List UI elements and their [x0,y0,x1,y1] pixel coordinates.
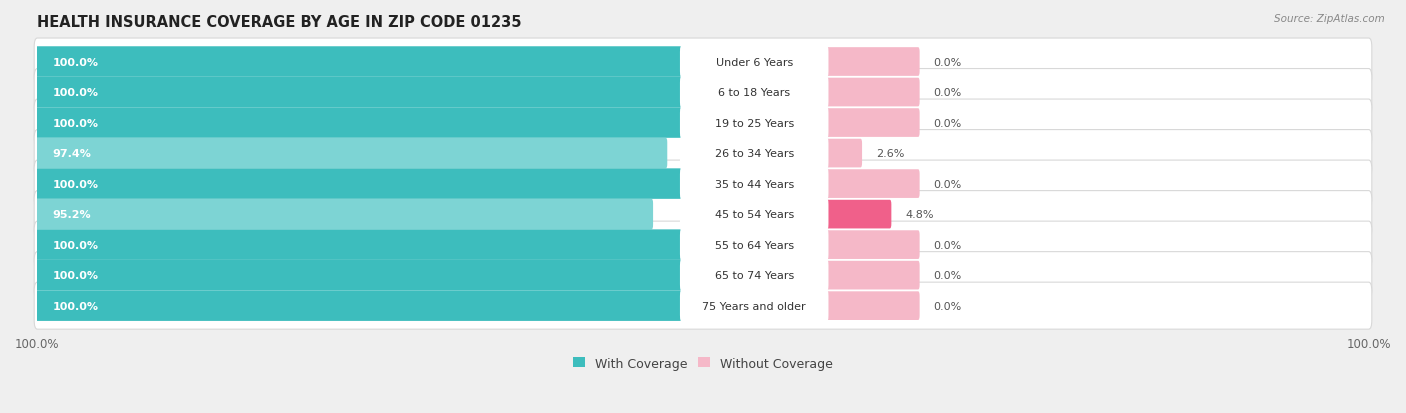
FancyBboxPatch shape [35,138,668,169]
FancyBboxPatch shape [824,292,920,320]
FancyBboxPatch shape [35,291,685,321]
Text: 100.0%: 100.0% [52,271,98,280]
FancyBboxPatch shape [34,39,1372,86]
FancyBboxPatch shape [681,167,828,202]
FancyBboxPatch shape [824,200,891,229]
Text: Source: ZipAtlas.com: Source: ZipAtlas.com [1274,14,1385,24]
Text: Under 6 Years: Under 6 Years [716,57,793,67]
FancyBboxPatch shape [34,130,1372,177]
Text: 100.0%: 100.0% [52,301,98,311]
Text: 95.2%: 95.2% [52,210,91,220]
Text: 97.4%: 97.4% [52,149,91,159]
FancyBboxPatch shape [34,222,1372,268]
FancyBboxPatch shape [35,78,685,108]
Text: 6 to 18 Years: 6 to 18 Years [718,88,790,98]
Text: 45 to 54 Years: 45 to 54 Years [714,210,794,220]
FancyBboxPatch shape [34,191,1372,238]
FancyBboxPatch shape [35,169,685,199]
FancyBboxPatch shape [681,289,828,323]
Text: 100.0%: 100.0% [52,88,98,98]
Text: 0.0%: 0.0% [934,88,962,98]
Text: 0.0%: 0.0% [934,301,962,311]
FancyBboxPatch shape [34,282,1372,329]
Text: 75 Years and older: 75 Years and older [703,301,806,311]
Text: 55 to 64 Years: 55 to 64 Years [714,240,794,250]
FancyBboxPatch shape [34,161,1372,208]
FancyBboxPatch shape [34,252,1372,299]
Text: 35 to 44 Years: 35 to 44 Years [714,179,794,189]
Text: HEALTH INSURANCE COVERAGE BY AGE IN ZIP CODE 01235: HEALTH INSURANCE COVERAGE BY AGE IN ZIP … [37,15,522,30]
FancyBboxPatch shape [34,69,1372,116]
FancyBboxPatch shape [35,47,685,78]
Text: 65 to 74 Years: 65 to 74 Years [714,271,794,280]
Text: 100.0%: 100.0% [52,57,98,67]
Text: 100.0%: 100.0% [52,179,98,189]
FancyBboxPatch shape [35,260,685,291]
FancyBboxPatch shape [824,231,920,259]
FancyBboxPatch shape [681,258,828,293]
FancyBboxPatch shape [824,109,920,138]
FancyBboxPatch shape [35,230,685,260]
FancyBboxPatch shape [681,228,828,262]
Text: 26 to 34 Years: 26 to 34 Years [714,149,794,159]
Text: 100.0%: 100.0% [52,240,98,250]
Text: 19 to 25 Years: 19 to 25 Years [714,118,794,128]
FancyBboxPatch shape [824,48,920,77]
FancyBboxPatch shape [34,100,1372,147]
Legend: With Coverage, Without Coverage: With Coverage, Without Coverage [572,357,834,370]
FancyBboxPatch shape [681,136,828,171]
FancyBboxPatch shape [681,76,828,110]
FancyBboxPatch shape [35,108,685,138]
Text: 100.0%: 100.0% [52,118,98,128]
Text: 0.0%: 0.0% [934,271,962,280]
Text: 0.0%: 0.0% [934,179,962,189]
FancyBboxPatch shape [824,140,862,168]
FancyBboxPatch shape [681,45,828,80]
FancyBboxPatch shape [35,199,652,230]
FancyBboxPatch shape [681,197,828,232]
FancyBboxPatch shape [824,78,920,107]
FancyBboxPatch shape [681,106,828,140]
Text: 0.0%: 0.0% [934,118,962,128]
Text: 4.8%: 4.8% [905,210,934,220]
Text: 2.6%: 2.6% [876,149,904,159]
FancyBboxPatch shape [824,170,920,199]
Text: 0.0%: 0.0% [934,240,962,250]
Text: 0.0%: 0.0% [934,57,962,67]
FancyBboxPatch shape [824,261,920,290]
